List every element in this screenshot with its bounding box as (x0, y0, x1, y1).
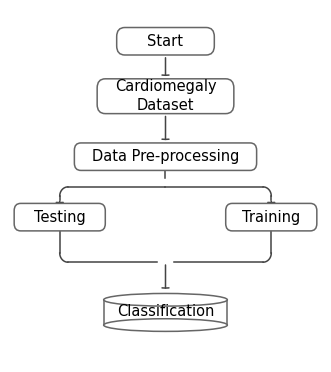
Ellipse shape (104, 294, 227, 306)
FancyBboxPatch shape (117, 28, 214, 55)
FancyBboxPatch shape (14, 203, 105, 231)
FancyBboxPatch shape (226, 203, 317, 231)
Text: Testing: Testing (34, 210, 86, 225)
Text: Training: Training (242, 210, 301, 225)
Text: Cardiomegaly
Dataset: Cardiomegaly Dataset (115, 79, 216, 113)
FancyBboxPatch shape (74, 143, 257, 170)
Text: Start: Start (148, 34, 183, 49)
Bar (104, 300, 227, 325)
FancyBboxPatch shape (97, 79, 234, 113)
Ellipse shape (104, 319, 227, 331)
Text: Classification: Classification (117, 304, 214, 319)
Text: Data Pre-processing: Data Pre-processing (92, 149, 239, 164)
